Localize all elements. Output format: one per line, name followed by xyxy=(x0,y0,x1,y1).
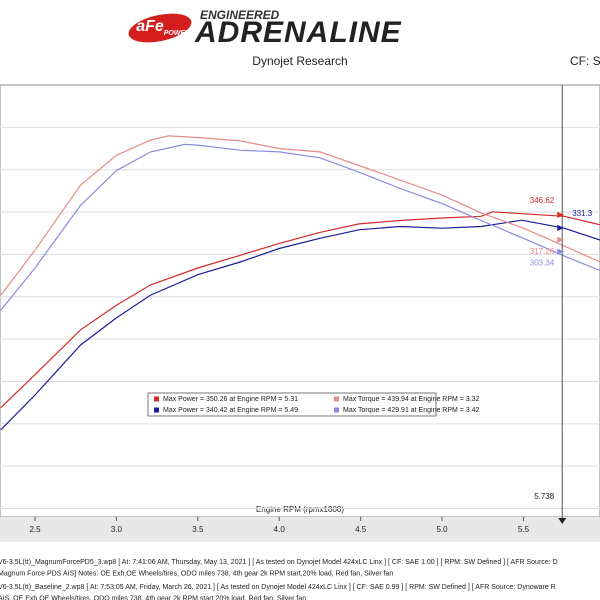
x-tick-label: 3.0 xyxy=(111,525,123,534)
chart-title: Dynojet Research xyxy=(252,54,347,68)
logo-brand: aFe xyxy=(136,18,164,35)
series-line xyxy=(0,135,600,296)
legend-label: Max Torque = 439.94 at Engine RPM = 3.32 xyxy=(343,396,480,403)
legend xyxy=(147,392,437,417)
x-tick-label: 4.5 xyxy=(355,525,367,534)
x-axis-label: Engine RPM (rpmx1000) xyxy=(256,505,344,514)
x-tick-label: 5.5 xyxy=(518,525,530,534)
annotation-marker xyxy=(557,224,565,231)
logo-sub: POWER xyxy=(164,30,190,37)
cursor-marker xyxy=(558,518,567,524)
legend-label: Max Torque = 429.91 at Engine RPM = 3.42 xyxy=(343,407,480,414)
series-line xyxy=(0,219,600,431)
annotation-label: 317.26 xyxy=(530,247,555,256)
logo-badge xyxy=(128,13,192,43)
legend-label: Max Power = 340.42 at Engine RPM = 5.49 xyxy=(163,407,298,414)
x-axis-band xyxy=(0,517,600,542)
annotation-label: 303.34 xyxy=(530,259,555,268)
legend-label: Max Power = 350.26 at Engine RPM = 5.31 xyxy=(163,396,298,403)
header-title: ADRENALINE xyxy=(194,16,402,49)
legend-swatch xyxy=(154,396,159,402)
x-tick-label: 5.0 xyxy=(436,525,448,534)
footer-line: AIS, OE Exh,OE Wheels/tires, ODO miles 7… xyxy=(0,595,306,600)
x-tick-label: 2.5 xyxy=(29,525,41,534)
series-line xyxy=(0,211,600,409)
footer-line: V6-3.5L(tt)_MagnumForcePD5_3.wp8 [ At: 7… xyxy=(0,559,558,566)
legend-swatch xyxy=(154,407,159,413)
x-tick-label: 3.5 xyxy=(192,525,204,534)
series-line xyxy=(0,143,600,311)
x-tick-label: 4.0 xyxy=(274,525,286,534)
footer-line: Magnum Force PDS AIS] Notes: OE Exh,OE W… xyxy=(0,570,393,577)
annotation-label: 331.3 xyxy=(572,209,593,218)
legend-swatch xyxy=(334,396,339,402)
legend-swatch xyxy=(334,407,339,413)
annotation-marker xyxy=(557,248,565,255)
footer-line: V6-3.5L(tt)_Baseline_2.wp8 [ At: 7:53:05… xyxy=(0,584,556,591)
cursor-label: 5.738 xyxy=(534,492,555,501)
annotation-marker xyxy=(557,211,565,218)
plot-area xyxy=(0,84,600,518)
annotation-label: 346.62 xyxy=(530,196,555,205)
chart-subtitle: CF: SA xyxy=(570,54,600,68)
annotation-marker xyxy=(557,236,565,243)
tagline: ENGINEERED xyxy=(200,8,280,22)
